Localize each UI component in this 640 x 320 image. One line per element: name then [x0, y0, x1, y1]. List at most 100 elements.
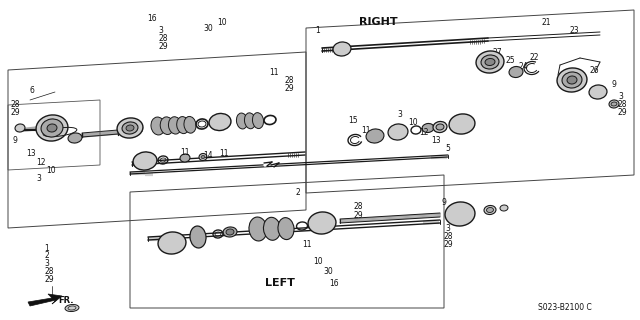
Text: 21: 21 [541, 18, 551, 27]
Ellipse shape [17, 126, 23, 130]
Text: 13: 13 [26, 148, 36, 157]
Text: 29: 29 [284, 84, 294, 92]
Text: 9: 9 [442, 197, 447, 206]
Text: LEFT: LEFT [265, 278, 295, 288]
Ellipse shape [449, 114, 475, 134]
Ellipse shape [484, 205, 496, 214]
Text: 30: 30 [323, 268, 333, 276]
Text: 9: 9 [12, 135, 17, 145]
Ellipse shape [589, 85, 607, 99]
Text: 11: 11 [302, 239, 312, 249]
Ellipse shape [500, 205, 508, 211]
Ellipse shape [486, 207, 493, 212]
Ellipse shape [455, 210, 465, 218]
Text: 29: 29 [10, 108, 20, 116]
Text: 13: 13 [431, 135, 441, 145]
Ellipse shape [41, 119, 63, 137]
Text: 29: 29 [453, 215, 463, 225]
Ellipse shape [163, 236, 181, 250]
Ellipse shape [223, 227, 237, 237]
Ellipse shape [278, 218, 294, 240]
Ellipse shape [138, 156, 152, 166]
Ellipse shape [509, 67, 523, 77]
Text: 29: 29 [443, 239, 453, 249]
Text: 28: 28 [444, 231, 452, 241]
Ellipse shape [68, 133, 82, 143]
Ellipse shape [337, 45, 347, 52]
Ellipse shape [199, 154, 207, 161]
Ellipse shape [388, 124, 408, 140]
Text: 16: 16 [329, 279, 339, 289]
Text: 14: 14 [203, 150, 213, 159]
Ellipse shape [209, 114, 231, 131]
Text: 1: 1 [44, 244, 49, 252]
Ellipse shape [454, 118, 470, 130]
Text: 10: 10 [313, 258, 323, 267]
Ellipse shape [36, 115, 68, 141]
Ellipse shape [308, 212, 336, 234]
Text: 29: 29 [44, 276, 54, 284]
Ellipse shape [201, 156, 205, 158]
Ellipse shape [450, 206, 470, 222]
Ellipse shape [436, 124, 444, 130]
Text: 12: 12 [36, 157, 45, 166]
Text: 28: 28 [353, 202, 363, 211]
Text: 3: 3 [397, 109, 403, 118]
Text: 30: 30 [203, 23, 213, 33]
Ellipse shape [141, 158, 148, 164]
Ellipse shape [392, 127, 404, 137]
Ellipse shape [611, 102, 617, 106]
Ellipse shape [476, 51, 504, 73]
Ellipse shape [168, 117, 182, 134]
Text: S023-B2100 C: S023-B2100 C [538, 303, 592, 313]
Ellipse shape [47, 124, 57, 132]
Text: 28: 28 [453, 207, 463, 217]
Text: 29: 29 [353, 211, 363, 220]
Text: 29: 29 [618, 108, 628, 116]
Text: 28: 28 [158, 34, 168, 43]
Ellipse shape [216, 119, 223, 124]
Ellipse shape [445, 202, 475, 226]
Text: 9: 9 [612, 79, 616, 89]
Ellipse shape [122, 122, 138, 134]
Ellipse shape [512, 69, 520, 75]
Text: 6: 6 [29, 85, 35, 94]
Ellipse shape [593, 88, 604, 96]
Text: 23: 23 [569, 26, 579, 35]
Text: 16: 16 [147, 13, 157, 22]
Ellipse shape [151, 117, 165, 135]
Text: 3: 3 [618, 92, 623, 100]
Ellipse shape [369, 132, 380, 140]
Ellipse shape [458, 122, 465, 126]
Text: 11: 11 [361, 125, 371, 134]
Text: 3: 3 [36, 173, 41, 182]
Ellipse shape [313, 216, 331, 230]
Text: 11: 11 [220, 148, 228, 157]
Text: 22: 22 [529, 52, 539, 61]
Ellipse shape [226, 229, 234, 235]
Ellipse shape [184, 116, 196, 133]
Ellipse shape [193, 229, 203, 245]
Ellipse shape [567, 76, 577, 84]
Text: 27: 27 [492, 47, 502, 57]
Text: 11: 11 [269, 68, 279, 76]
Text: 11: 11 [180, 148, 189, 156]
Text: FR.: FR. [58, 296, 74, 305]
Ellipse shape [433, 122, 447, 132]
Text: 2: 2 [44, 252, 49, 260]
Ellipse shape [190, 226, 206, 248]
Text: 28: 28 [284, 76, 294, 84]
Ellipse shape [485, 59, 495, 66]
Ellipse shape [133, 152, 157, 170]
Ellipse shape [71, 135, 79, 141]
Ellipse shape [213, 117, 227, 127]
Ellipse shape [15, 124, 25, 132]
Ellipse shape [366, 129, 384, 143]
Ellipse shape [317, 220, 326, 227]
Ellipse shape [252, 113, 264, 129]
Text: 26: 26 [589, 66, 599, 75]
Text: 24: 24 [518, 61, 528, 70]
Text: 28: 28 [618, 100, 627, 108]
Text: 3: 3 [158, 26, 163, 35]
Polygon shape [28, 294, 62, 306]
